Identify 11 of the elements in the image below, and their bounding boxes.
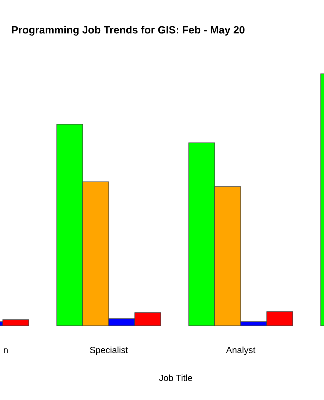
bar bbox=[134, 312, 162, 326]
x-tick-label: Analyst bbox=[226, 346, 256, 356]
x-tick-label: n bbox=[4, 348, 8, 354]
bar bbox=[82, 182, 110, 326]
x-axis-title: Job Title bbox=[159, 374, 192, 382]
bar bbox=[56, 124, 84, 326]
bar bbox=[214, 186, 242, 326]
bar bbox=[266, 312, 294, 326]
bar bbox=[188, 142, 216, 326]
chart-title: Programming Job Trends for GIS: Feb - May 20 bbox=[12, 26, 245, 36]
x-tick-label: Specialist bbox=[90, 346, 128, 356]
